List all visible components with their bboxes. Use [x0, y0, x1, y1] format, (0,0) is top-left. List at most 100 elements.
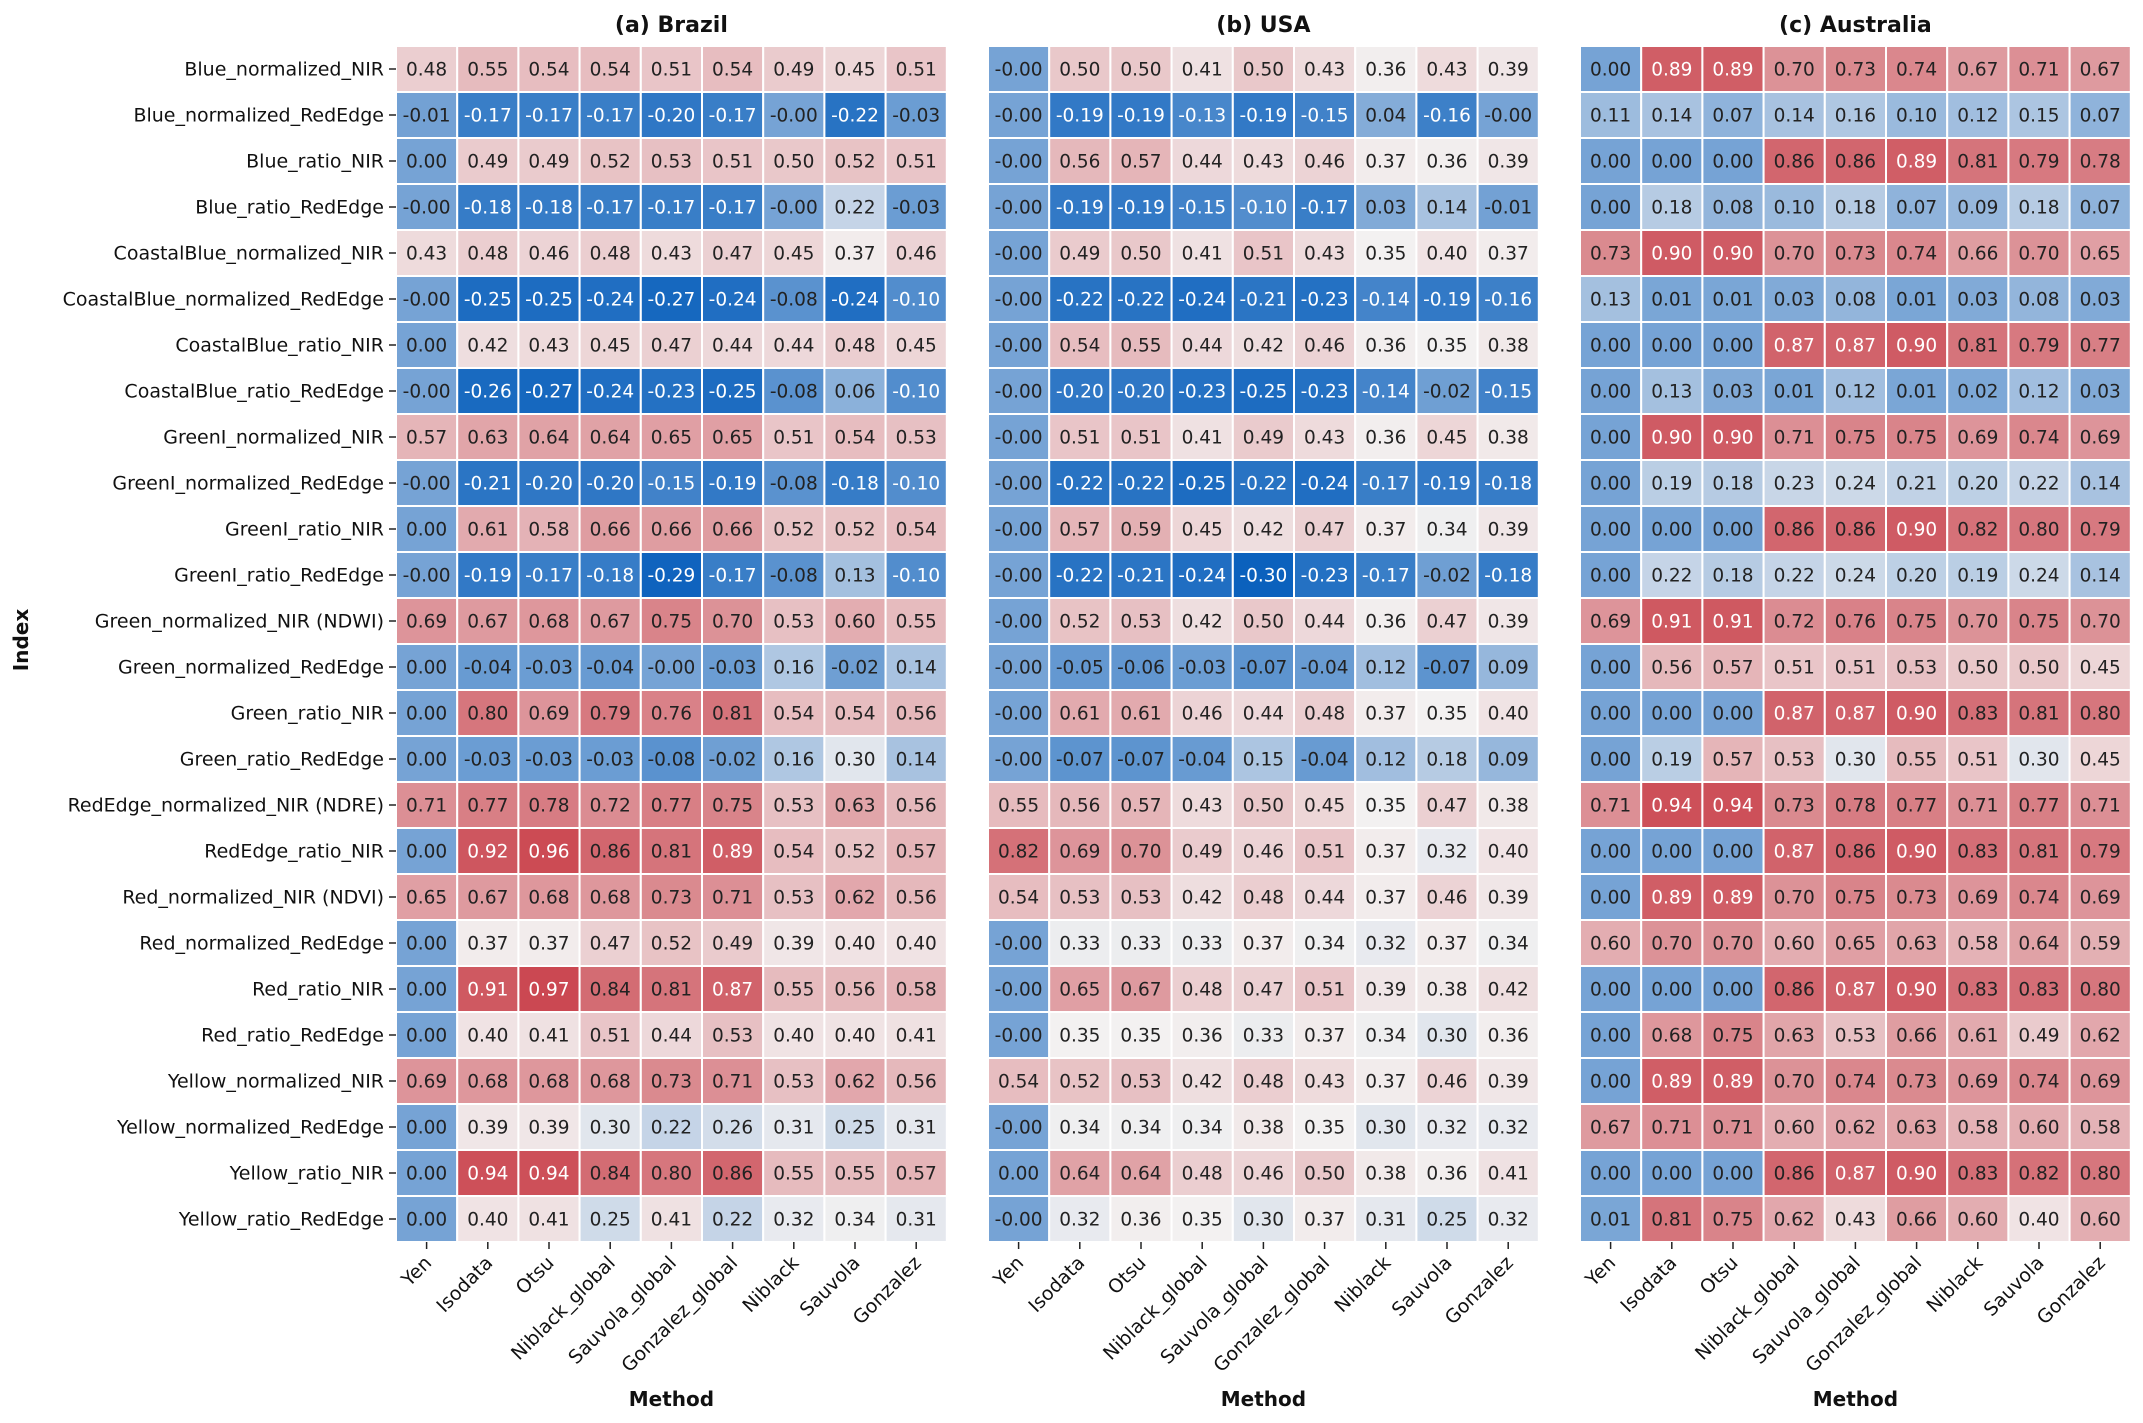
cell-value-label: 0.58	[2080, 1118, 2121, 1139]
heatmap-cell	[1354, 275, 1418, 323]
column-label: Isodata	[1024, 1252, 1089, 1317]
cell-value-label: 0.78	[528, 796, 569, 817]
heatmap-cell	[1048, 551, 1112, 599]
cell-value-label: 0.73	[651, 1072, 692, 1093]
cell-value-label: 0.75	[1712, 1210, 1753, 1231]
heatmap-cell	[1109, 45, 1173, 93]
heatmap-cell	[1415, 183, 1479, 231]
heatmap-cell	[1579, 137, 1643, 185]
heatmap-cell	[1885, 137, 1949, 185]
cell-value-label: 0.84	[590, 1164, 631, 1185]
cell-value-label: -0.04	[1301, 658, 1349, 679]
cell-value-label: 0.35	[1365, 244, 1406, 265]
heatmap-cell	[1231, 965, 1296, 1013]
cell-value-label: 0.63	[1896, 1118, 1937, 1139]
cell-value-label: 0.00	[1712, 336, 1753, 357]
cell-value-label: -0.03	[1178, 658, 1226, 679]
cell-value-label: 0.03	[1774, 290, 1815, 311]
cell-value-label: 0.08	[1835, 290, 1876, 311]
heatmap-cell	[762, 1195, 826, 1243]
cell-value-label: 0.69	[1957, 888, 1998, 909]
cell-value-label: 0.91	[1712, 612, 1753, 633]
cell-value-label: 0.54	[712, 60, 753, 81]
heatmap-cell	[1823, 919, 1888, 967]
heatmap-cell	[1476, 1149, 1540, 1197]
heatmap-cell	[823, 1011, 887, 1059]
cell-value-label: 0.94	[1712, 796, 1753, 817]
cell-value-label: 0.43	[406, 244, 447, 265]
cell-value-label: 0.87	[1835, 980, 1876, 1001]
cell-value-label: 0.35	[1426, 704, 1467, 725]
heatmap-cell	[2068, 229, 2132, 277]
cell-value-label: 0.13	[1651, 382, 1692, 403]
heatmap-cell	[395, 413, 459, 461]
cell-value-label: 0.22	[712, 1210, 753, 1231]
cell-value-label: -0.04	[1178, 750, 1226, 771]
cell-value-label: 0.00	[1590, 382, 1631, 403]
cell-value-label: 0.12	[1365, 750, 1406, 771]
cell-value-label: 0.61	[467, 520, 508, 541]
cell-value-label: 0.14	[1651, 106, 1692, 127]
heatmap-cell	[1109, 321, 1173, 369]
cell-value-label: 0.94	[467, 1164, 508, 1185]
heatmap-cell	[884, 229, 948, 277]
cell-value-label: 0.65	[1059, 980, 1100, 1001]
heatmap-cell	[1170, 735, 1234, 783]
cell-value-label: -0.25	[464, 290, 512, 311]
cell-value-label: 0.63	[1774, 1026, 1815, 1047]
cell-value-label: 0.18	[2018, 198, 2059, 219]
cell-value-label: 0.44	[1304, 612, 1345, 633]
row-label: Green_ratio_RedEdge	[180, 749, 384, 771]
cell-value-label: -0.00	[403, 382, 451, 403]
heatmap-cell	[762, 321, 826, 369]
cell-value-label: 0.13	[1590, 290, 1631, 311]
cell-value-label: 0.43	[528, 336, 569, 357]
cell-value-label: 0.89	[1712, 888, 1753, 909]
heatmap-cell	[1701, 735, 1765, 783]
cell-value-label: 0.71	[2080, 796, 2121, 817]
row-label: GreenI_normalized_RedEdge	[112, 473, 384, 495]
column-label: Sauvola_global	[1156, 1252, 1273, 1369]
cell-value-label: 0.67	[1590, 1118, 1631, 1139]
cell-value-label: 0.42	[1243, 520, 1284, 541]
cell-value-label: 0.00	[406, 1118, 447, 1139]
heatmap-cell	[987, 781, 1051, 829]
heatmap-cell	[1354, 321, 1418, 369]
cell-value-label: 0.00	[1651, 1164, 1692, 1185]
heatmap-cell	[1415, 1011, 1479, 1059]
cell-value-label: 0.40	[1426, 244, 1467, 265]
heatmap-cell	[1170, 413, 1234, 461]
cell-value-label: 0.22	[1651, 566, 1692, 587]
cell-value-label: -0.04	[586, 658, 634, 679]
heatmap-cell	[1293, 45, 1357, 93]
heatmap-cell	[1640, 459, 1704, 507]
cell-value-label: 0.54	[773, 842, 814, 863]
heatmap-cell	[1170, 137, 1234, 185]
cell-value-label: 0.00	[406, 1026, 447, 1047]
cell-value-label: 0.86	[1774, 520, 1815, 541]
cell-value-label: 0.68	[528, 1072, 569, 1093]
cell-value-label: 0.83	[1957, 842, 1998, 863]
heatmap-cell	[1476, 965, 1540, 1013]
cell-value-label: 0.66	[651, 520, 692, 541]
heatmap-cell	[1109, 91, 1173, 139]
cell-value-label: 0.22	[651, 1118, 692, 1139]
cell-value-label: 0.51	[1059, 428, 1100, 449]
cell-value-label: 0.87	[1835, 704, 1876, 725]
cell-value-label: -0.23	[1301, 382, 1349, 403]
heatmap-cell	[884, 551, 948, 599]
heatmap-cell	[1109, 413, 1173, 461]
heatmap-cell	[1579, 505, 1643, 553]
cell-value-label: 0.21	[1896, 474, 1937, 495]
cell-value-label: 0.79	[590, 704, 631, 725]
heatmap-cell	[578, 137, 642, 185]
cell-value-label: 0.30	[1365, 1118, 1406, 1139]
heatmap-cell	[2007, 229, 2071, 277]
cell-value-label: 0.89	[1651, 888, 1692, 909]
cell-value-label: 0.52	[834, 152, 875, 173]
heatmap-cell	[639, 1103, 703, 1151]
heatmap-cell	[884, 1057, 948, 1105]
cell-value-label: 0.87	[1835, 336, 1876, 357]
heatmap-cell	[1762, 1103, 1826, 1151]
column-label: Sauvola_global	[564, 1252, 681, 1369]
